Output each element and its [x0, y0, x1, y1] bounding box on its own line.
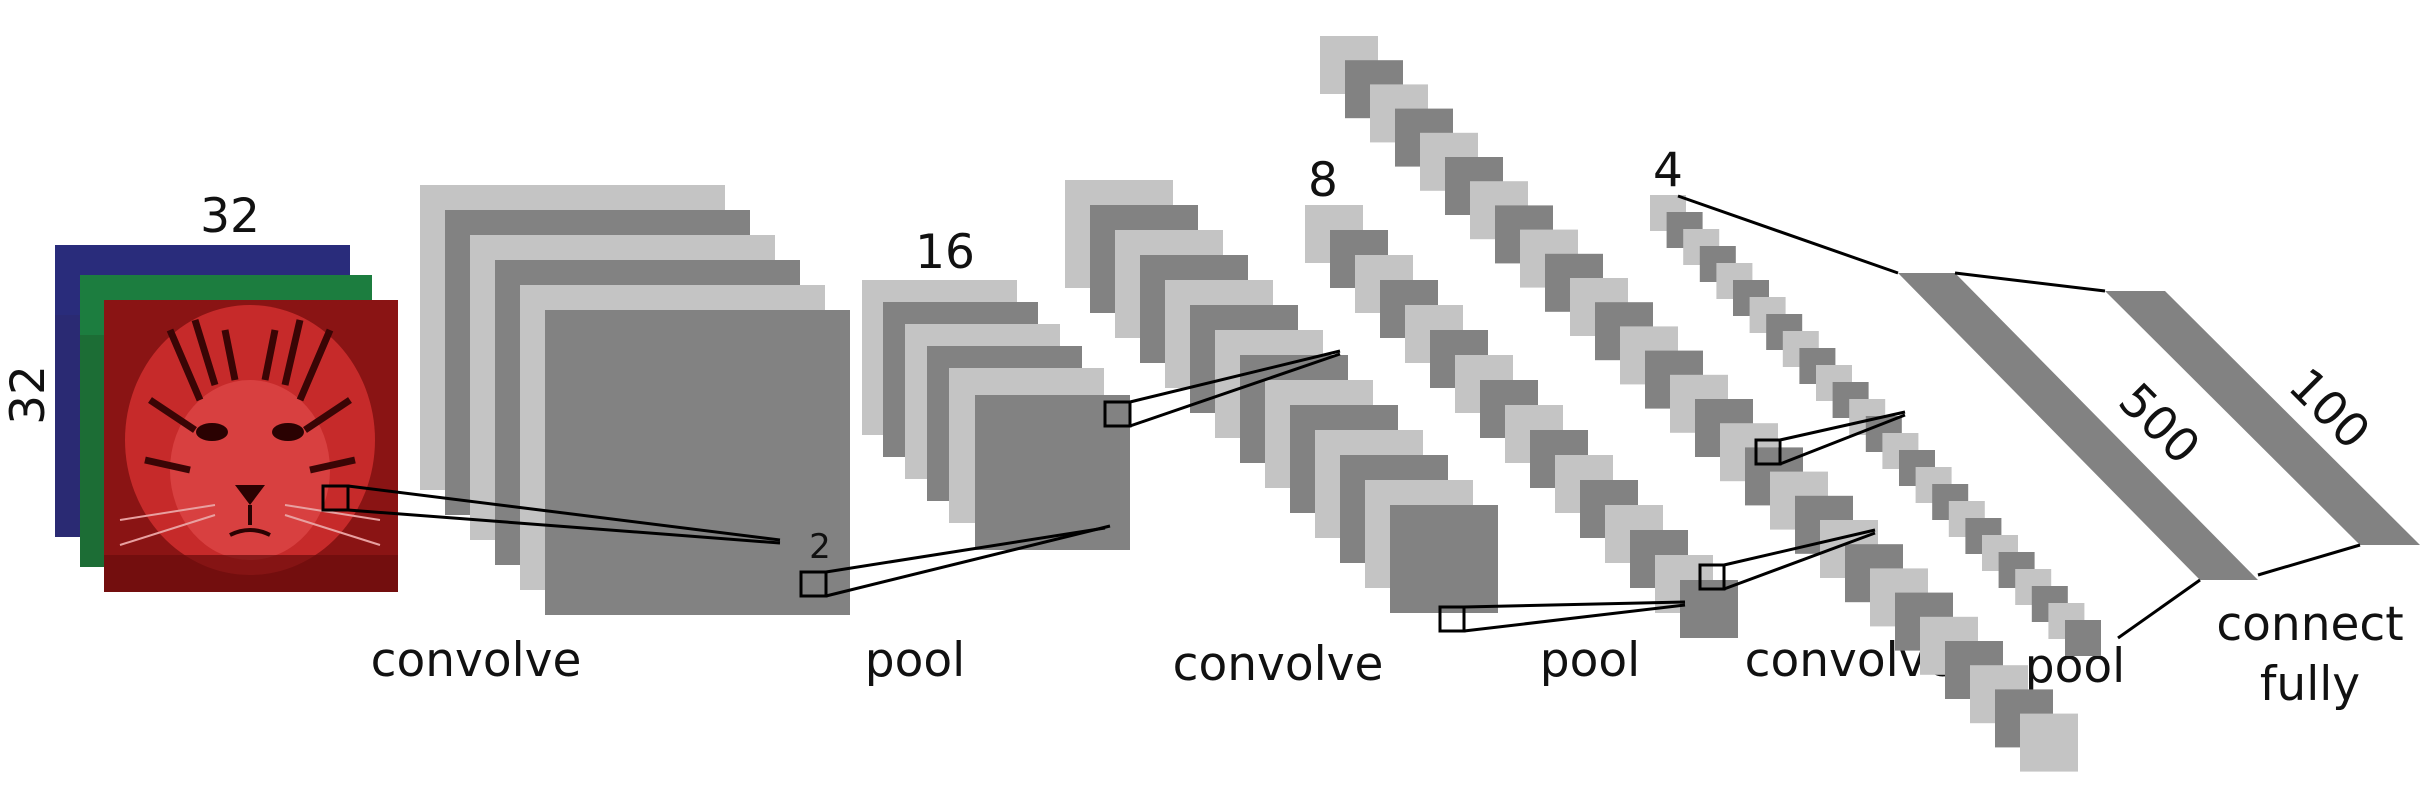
stage-label-pool-1: pool — [865, 633, 965, 688]
stage-label-convolve-2: convolve — [1173, 637, 1384, 692]
pool1-receptive-field — [1103, 400, 1132, 428]
input-height-label: 32 — [1, 365, 56, 425]
conv2-feature-map — [1390, 505, 1498, 613]
connector-lines — [347, 194, 2361, 640]
conv2-pool-window — [1438, 605, 1466, 633]
pool1-feature-maps — [862, 280, 1132, 550]
conv3-feature-maps — [1320, 36, 2078, 772]
stage-label-convolve-1: convolve — [371, 633, 582, 688]
pool3-size-label: 4 — [1653, 143, 1683, 198]
input-width-label: 32 — [200, 189, 260, 244]
input-receptive-field — [321, 484, 350, 512]
input-image: 32 32 — [1, 189, 398, 592]
fc-layer-100 — [2105, 291, 2420, 545]
input-channel-red — [104, 300, 398, 592]
conv1-feature-maps: 2 — [420, 185, 850, 615]
pool-kernel-label: 2 — [809, 527, 831, 567]
conv1-pool-window — [799, 570, 828, 598]
pool3-feature-map — [2065, 620, 2101, 656]
fc-layer-500 — [1898, 273, 2258, 580]
pool2-feature-maps — [1305, 205, 1738, 638]
fc-caption-line1: connect — [2216, 597, 2403, 652]
fc-caption-line2: fully — [2260, 657, 2360, 712]
stage-label-pool-2: pool — [1540, 633, 1640, 688]
pool2-receptive-field — [1698, 563, 1726, 591]
pool1-size-label: 16 — [915, 225, 975, 280]
pool2-size-label: 8 — [1308, 153, 1338, 208]
conv3-pool-window — [1754, 438, 1782, 466]
conv3-feature-map — [2020, 713, 2078, 772]
conv2-feature-maps — [1065, 180, 1498, 613]
